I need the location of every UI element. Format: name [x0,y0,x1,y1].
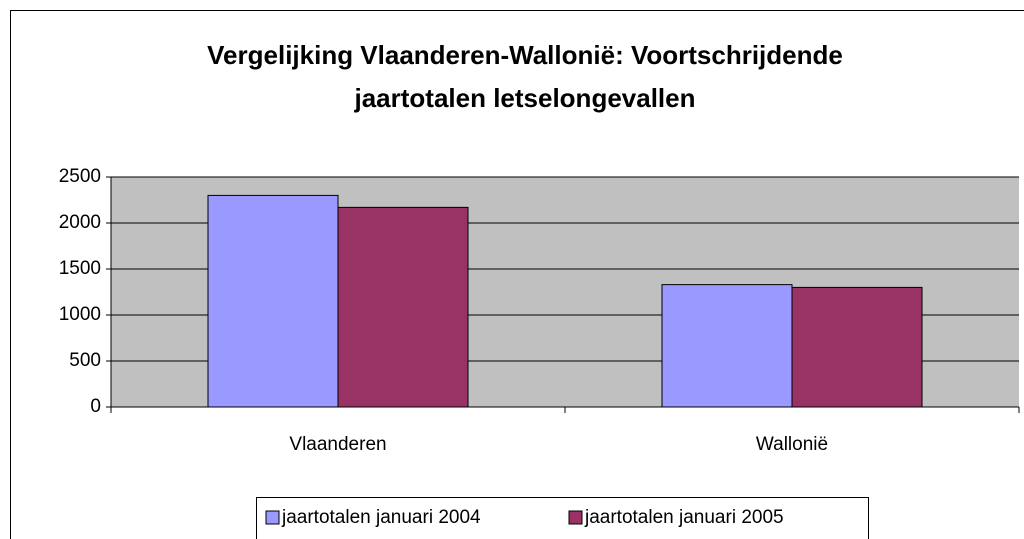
chart-title: jaartotalen letselongevallen [353,83,695,113]
chart-title: Vergelijking Vlaanderen-Wallonië: Voorts… [207,40,843,70]
legend-swatch [568,510,583,525]
y-tick-label: 500 [69,350,101,371]
x-tick-label: Vlaanderen [289,434,386,455]
bar [791,286,923,408]
bar [337,206,469,408]
y-tick-label: 1000 [59,304,101,325]
bar [207,194,339,408]
y-tick-label: 2500 [59,166,101,187]
legend-swatch [265,510,280,525]
y-tick-label: 2000 [59,212,101,233]
x-tick-label: Wallonië [756,434,828,455]
legend-label: jaartotalen januari 2004 [281,507,481,528]
legend-label: jaartotalen januari 2005 [584,507,784,528]
y-tick-label: 0 [90,396,101,417]
y-tick-label: 1500 [59,258,101,279]
legend-box [256,497,869,539]
bar [661,284,793,408]
